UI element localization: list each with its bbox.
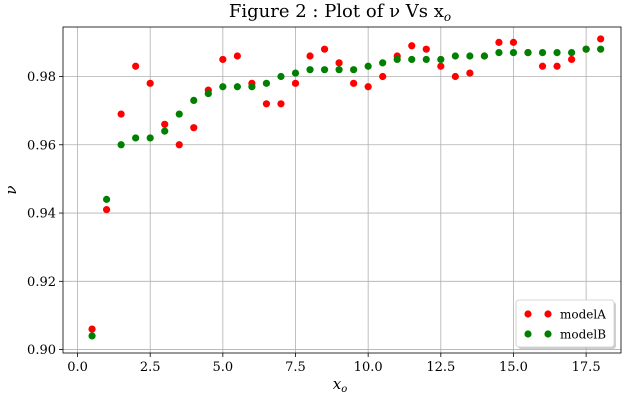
point-modela [175, 141, 183, 149]
point-modelb [219, 83, 227, 91]
point-modela [408, 42, 416, 50]
legend-marker-modelb [544, 330, 552, 338]
point-modelb [262, 79, 271, 87]
legend-marker-modelb [524, 330, 532, 338]
x-tick-label: 2.5 [140, 360, 161, 375]
legend-label-modelb: modelB [560, 328, 606, 342]
point-modelb [350, 66, 358, 74]
point-modelb [190, 96, 198, 104]
point-modela [117, 110, 125, 118]
point-modelb [437, 55, 445, 64]
point-modelb [204, 89, 212, 98]
point-modelb [277, 72, 285, 81]
point-modelb [495, 49, 503, 57]
point-modela [190, 124, 198, 132]
point-modelb [306, 66, 314, 74]
point-modela [466, 69, 474, 77]
point-modelb [408, 55, 416, 64]
chart-title: Figure 2 : Plot of ν Vs xo [229, 1, 451, 24]
point-modela [364, 83, 372, 91]
x-axis-label-subscript: o [341, 384, 347, 395]
x-tick-label: 10.0 [354, 360, 383, 375]
y-tick-label: 0.96 [27, 138, 56, 153]
point-modelb [393, 55, 401, 64]
point-modela [350, 79, 358, 87]
point-modela [262, 100, 271, 108]
y-axis: 0.90 0.92 0.94 0.96 0.98 [27, 70, 63, 358]
point-modelb [102, 195, 111, 203]
x-tick-label: 0.0 [67, 360, 88, 375]
point-modelb [320, 66, 329, 74]
point-modela [277, 100, 285, 108]
point-modela [320, 45, 329, 53]
point-modelb [379, 59, 387, 67]
legend-marker-modela [544, 310, 552, 318]
y-tick-label: 0.92 [27, 275, 56, 290]
point-modela [102, 206, 111, 214]
x-tick-label: 15.0 [499, 360, 528, 375]
point-modelb [466, 52, 474, 60]
point-modela [88, 325, 96, 333]
legend-marker-modela [524, 310, 532, 318]
point-modelb [422, 55, 430, 64]
point-modela [553, 62, 561, 70]
point-modelb [597, 45, 605, 53]
point-modela [233, 52, 241, 60]
point-modelb [161, 127, 169, 135]
chart-title-subscript: o [444, 10, 451, 24]
x-axis: 0.0 2.5 5.0 7.5 10.0 12.5 15.0 17.5 [67, 353, 601, 375]
point-modelb [233, 83, 241, 91]
y-tick-label: 0.98 [27, 70, 56, 85]
point-modelb [509, 49, 518, 57]
legend-label-modela: modelA [560, 308, 606, 322]
point-modela [509, 38, 518, 46]
point-modela [422, 45, 430, 53]
point-modelb [538, 49, 547, 57]
point-modela [538, 62, 547, 70]
point-modela [306, 52, 314, 60]
data-points [88, 35, 605, 340]
y-axis-label: ν [2, 185, 20, 194]
x-tick-label: 7.5 [285, 360, 306, 375]
point-modela [379, 72, 387, 81]
point-modelb [117, 141, 125, 149]
point-modelb [132, 134, 140, 142]
point-modela [146, 79, 154, 87]
x-tick-label: 17.5 [572, 360, 601, 375]
point-modela [161, 120, 169, 128]
grid [63, 27, 621, 353]
x-axis-label: xo [333, 375, 348, 395]
point-modelb [567, 49, 576, 57]
point-modela [597, 35, 605, 43]
point-modelb [175, 110, 183, 118]
point-modelb [248, 83, 256, 91]
point-modelb [553, 49, 561, 57]
x-tick-label: 5.0 [213, 360, 234, 375]
plot-frame [62, 26, 622, 354]
point-modela [335, 59, 343, 67]
point-modelb [582, 45, 590, 53]
legend: modelA modelB [515, 299, 616, 349]
point-modela [451, 72, 459, 81]
point-modelb [88, 332, 96, 340]
point-modelb [451, 52, 459, 60]
legend-box [515, 299, 615, 348]
point-modela [495, 38, 503, 46]
point-modela [219, 55, 227, 64]
point-modelb [364, 62, 372, 70]
point-modelb [524, 49, 532, 57]
point-modelb [480, 52, 489, 60]
x-tick-label: 12.5 [426, 360, 455, 375]
y-tick-label: 0.90 [27, 343, 56, 358]
point-modelb [335, 66, 343, 74]
y-tick-label: 0.94 [27, 207, 56, 222]
point-modelb [146, 134, 154, 142]
point-modelb [291, 69, 300, 77]
point-modela [291, 79, 300, 87]
point-modela [567, 55, 576, 64]
point-modela [437, 62, 445, 70]
point-modela [132, 62, 140, 70]
